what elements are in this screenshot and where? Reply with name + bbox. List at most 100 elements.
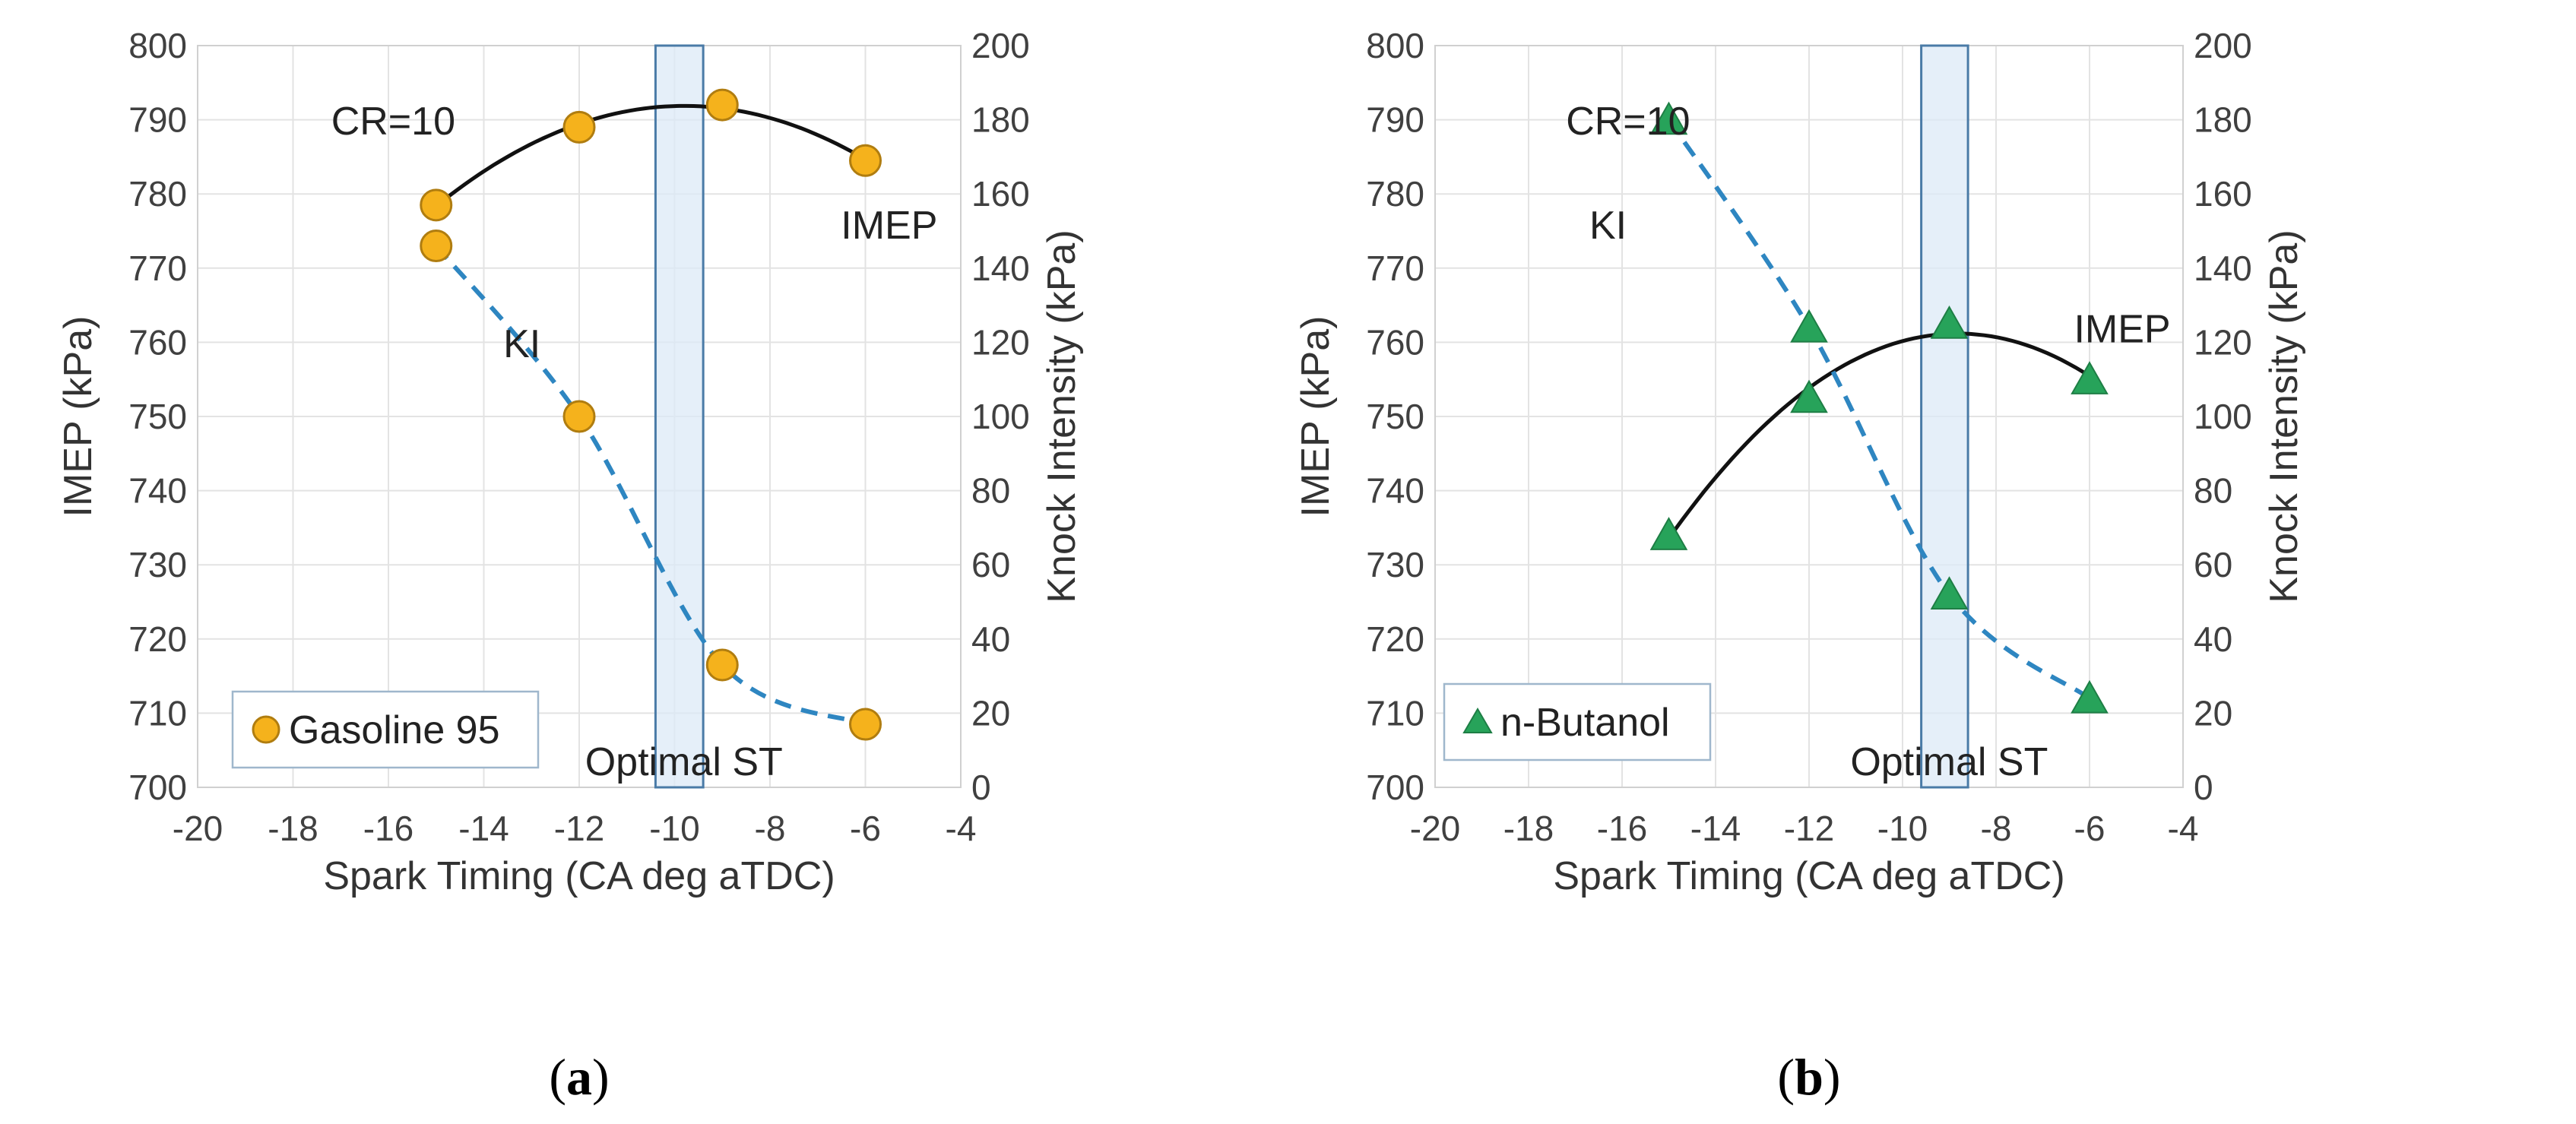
y2-tick-label: 80 [971, 471, 1010, 511]
x-tick-label: -18 [1503, 809, 1554, 848]
data-point [1649, 101, 1688, 135]
data-point [705, 648, 739, 682]
y-tick-label: 730 [1366, 545, 1424, 584]
y-axis-title: IMEP (kPa) [1294, 316, 1338, 518]
series-trend-line-1 [1667, 118, 2091, 701]
data-point [1649, 517, 1688, 550]
data-point [2071, 679, 2109, 714]
y-tick-label: 740 [128, 471, 187, 511]
y2-tick-label: 40 [2194, 619, 2232, 659]
imep-annotation: IMEP [2074, 307, 2170, 351]
x-tick-label: -14 [1690, 809, 1741, 848]
y2-tick-label: 180 [971, 100, 1030, 140]
caption-paren: ( [549, 1048, 566, 1106]
optimal-st-band [654, 44, 705, 789]
y-tick-label: 790 [1366, 100, 1424, 140]
y-tick-label: 730 [128, 545, 187, 584]
y2-axis-title: Knock Intensity (kPa) [1040, 230, 1084, 603]
y-tick-label: 780 [1366, 174, 1424, 214]
x-tick-label: -4 [946, 809, 977, 848]
y2-tick-label: 140 [971, 249, 1030, 288]
y-tick-label: 710 [128, 693, 187, 733]
y2-tick-label: 100 [2194, 397, 2252, 436]
optimal-st-label: Optimal ST [585, 740, 783, 784]
data-point [562, 400, 596, 433]
y-tick-label: 770 [1366, 249, 1424, 288]
y-tick-label: 770 [128, 249, 187, 288]
y-tick-label: 800 [128, 26, 187, 65]
series-trend-line-1 [434, 244, 867, 727]
x-tick-label: -4 [2168, 809, 2199, 848]
x-tick-label: -8 [755, 809, 786, 848]
y2-tick-label: 160 [2194, 174, 2252, 214]
y2-tick-label: 60 [2194, 545, 2232, 584]
x-tick-label: -20 [173, 809, 223, 848]
y2-tick-label: 200 [971, 26, 1030, 65]
series-trend-line-0 [1667, 331, 2091, 540]
cr-annotation: CR=10 [1566, 100, 1690, 144]
y2-tick-label: 60 [971, 545, 1010, 584]
legend-box [231, 690, 540, 769]
x-tick-label: -16 [1597, 809, 1647, 848]
legend-label: Gasoline 95 [289, 708, 500, 752]
y-tick-label: 710 [1366, 693, 1424, 733]
y2-axis-title: Knock Intensity (kPa) [2262, 230, 2306, 603]
y2-tick-label: 180 [2194, 100, 2252, 140]
cr-annotation: CR=10 [331, 100, 455, 144]
y2-tick-label: 0 [971, 768, 991, 807]
legend-box [1443, 682, 1712, 761]
x-tick-label: -12 [1784, 809, 1834, 848]
data-point [1930, 576, 1969, 609]
y2-tick-label: 120 [2194, 322, 2252, 362]
panel-a: -20 -18 -16 -14 -12 -10 -8 -6 -4 700 710 720 730 740 7… [56, 26, 1084, 1106]
data-point [562, 110, 596, 144]
plot-area [1434, 45, 2184, 788]
data-point [1930, 305, 1969, 339]
caption-letter: b [1795, 1048, 1823, 1106]
y-tick-label: 800 [1366, 26, 1424, 65]
y2-tick-label: 20 [2194, 693, 2232, 733]
data-point [420, 188, 453, 222]
data-point [705, 88, 739, 122]
y-tick-label: 760 [1366, 322, 1424, 362]
x-tick-label: -8 [1981, 809, 2012, 848]
y-tick-label: 720 [128, 619, 187, 659]
data-point [2071, 361, 2109, 394]
y-tick-label: 750 [128, 397, 187, 436]
y2-tick-label: 20 [971, 693, 1010, 733]
data-point [1790, 309, 1828, 343]
optimal-st-label: Optimal ST [1850, 740, 2048, 784]
data-point [849, 708, 882, 741]
panel-caption: (b) [1777, 1048, 1840, 1106]
y2-tick-label: 0 [2194, 768, 2213, 807]
y2-tick-label: 140 [2194, 249, 2252, 288]
caption-letter: a [566, 1048, 592, 1106]
y-tick-label: 740 [1366, 471, 1424, 511]
x-tick-label: -16 [363, 809, 413, 848]
y2-tick-label: 160 [971, 174, 1030, 214]
panel-b: -20 -18 -16 -14 -12 -10 -8 -6 -4 700 710 720 730 740 7… [1294, 26, 2306, 1106]
y-tick-label: 780 [128, 174, 187, 214]
legend-marker [1462, 708, 1493, 733]
data-point [420, 230, 453, 263]
panel-caption: (a) [549, 1048, 609, 1106]
y2-tick-label: 200 [2194, 26, 2252, 65]
optimal-st-band [1920, 44, 1969, 789]
x-tick-label: -10 [649, 809, 699, 848]
data-point [849, 144, 882, 177]
imep-annotation: IMEP [841, 204, 937, 248]
x-axis-title: Spark Timing (CA deg aTDC) [1553, 854, 2064, 898]
y2-tick-label: 120 [971, 322, 1030, 362]
caption-paren: ( [1777, 1048, 1795, 1106]
y-tick-label: 760 [128, 322, 187, 362]
legend-marker [252, 715, 280, 744]
caption-paren: ) [592, 1048, 610, 1106]
y-tick-label: 700 [1366, 768, 1424, 807]
x-tick-label: -14 [458, 809, 509, 848]
y2-tick-label: 80 [2194, 471, 2232, 511]
ki-annotation: KI [503, 322, 540, 366]
y-tick-label: 790 [128, 100, 187, 140]
series-trend-line-0 [435, 103, 867, 208]
legend-label: n-Butanol [1500, 701, 1670, 745]
